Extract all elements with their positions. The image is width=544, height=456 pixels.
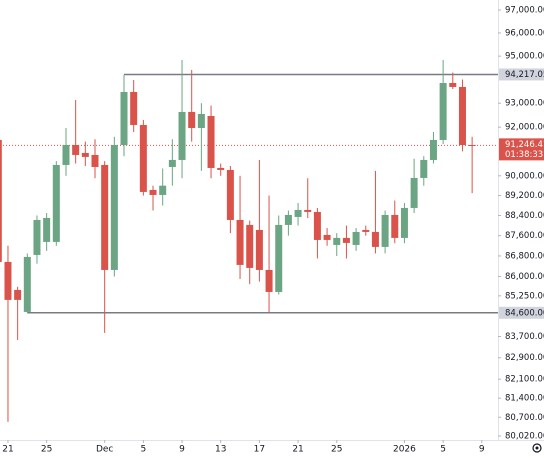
candle-body bbox=[178, 111, 186, 160]
y-tick-label: 81,400.00 bbox=[505, 394, 544, 404]
x-tick-label: 21 bbox=[2, 445, 13, 455]
candle-body bbox=[468, 144, 476, 146]
price-line-label: 84,600.00 bbox=[505, 308, 544, 318]
y-tick-label: 80,020.00 bbox=[505, 432, 544, 442]
settings-dot[interactable] bbox=[535, 446, 539, 450]
candle-body bbox=[246, 224, 254, 268]
candle-body bbox=[197, 113, 205, 128]
candle-body bbox=[420, 159, 428, 178]
y-tick-label: 85,250.00 bbox=[505, 291, 544, 301]
price-line-label: 94,217.05 bbox=[505, 70, 544, 80]
candle-body bbox=[101, 164, 109, 270]
candle-body bbox=[275, 224, 283, 292]
candle-body bbox=[62, 144, 70, 165]
y-tick-label: 92,000.00 bbox=[505, 123, 544, 133]
candle-body bbox=[410, 177, 418, 208]
last-price-label: 91,246.41 bbox=[505, 140, 544, 150]
y-tick-label: 89,200.00 bbox=[505, 191, 544, 201]
x-tick-label: 2026 bbox=[393, 445, 416, 455]
candle-body bbox=[352, 231, 360, 245]
candle-body bbox=[313, 211, 321, 240]
candle-body bbox=[333, 237, 341, 245]
y-tick-label: 80,700.00 bbox=[505, 413, 544, 423]
settings-ring[interactable] bbox=[532, 443, 542, 453]
x-tick-label: 17 bbox=[254, 445, 265, 455]
candle-body bbox=[371, 231, 379, 247]
candle-body bbox=[168, 159, 176, 167]
y-tick-label: 96,000.00 bbox=[505, 28, 544, 38]
x-tick-label: 9 bbox=[479, 445, 485, 455]
y-tick-label: 83,700.00 bbox=[505, 332, 544, 342]
candle-body bbox=[207, 115, 215, 168]
candle-body bbox=[159, 185, 167, 195]
price-line-label-bg bbox=[499, 306, 544, 319]
candle-body bbox=[304, 209, 312, 212]
y-tick-label: 88,400.00 bbox=[505, 211, 544, 221]
candle-body bbox=[130, 91, 138, 125]
y-tick-label: 90,000.00 bbox=[505, 171, 544, 181]
price-line-label-bg bbox=[499, 68, 544, 81]
candle-body bbox=[14, 289, 22, 300]
x-tick-label: 21 bbox=[292, 445, 303, 455]
candle-body bbox=[43, 217, 51, 242]
candle-body bbox=[400, 207, 408, 238]
y-tick-label: 97,000.00 bbox=[505, 6, 544, 16]
candle-body bbox=[449, 82, 457, 87]
candle-body bbox=[23, 256, 31, 312]
x-tick-label: 25 bbox=[41, 445, 52, 455]
candle-body bbox=[255, 229, 263, 270]
candle-body bbox=[265, 269, 273, 292]
candle-body bbox=[236, 219, 244, 265]
candle-body bbox=[391, 214, 399, 238]
candle-body bbox=[217, 167, 225, 170]
candle-body bbox=[120, 91, 128, 145]
y-tick-label: 95,000.00 bbox=[505, 52, 544, 62]
settings-icon[interactable] bbox=[532, 443, 542, 453]
x-tick-label: 9 bbox=[179, 445, 185, 455]
y-tick-label: 86,800.00 bbox=[505, 251, 544, 261]
x-tick-label: 25 bbox=[331, 445, 342, 455]
x-tick-label: 5 bbox=[440, 445, 446, 455]
x-tick-label: 13 bbox=[215, 445, 226, 455]
candle-body bbox=[0, 139, 2, 262]
candle-body bbox=[81, 152, 89, 157]
candle-body bbox=[226, 169, 234, 220]
y-tick-label: 93,000.00 bbox=[505, 99, 544, 109]
candle-body bbox=[439, 82, 447, 140]
candle-body bbox=[458, 86, 466, 145]
candle-body bbox=[429, 139, 437, 160]
y-tick-label: 86,000.00 bbox=[505, 272, 544, 282]
candle-body bbox=[91, 154, 99, 167]
candle-body bbox=[52, 164, 60, 242]
candle-body bbox=[110, 144, 118, 270]
candle-body bbox=[4, 261, 12, 300]
candle-body bbox=[139, 124, 147, 192]
candle-body bbox=[362, 229, 370, 232]
candle-body bbox=[72, 144, 80, 155]
candle-body bbox=[323, 234, 331, 240]
x-tick-label: 5 bbox=[140, 445, 146, 455]
last-price-label-bg bbox=[499, 138, 544, 161]
candle-body bbox=[188, 111, 196, 128]
candle-body bbox=[149, 189, 157, 195]
candle-body bbox=[284, 214, 292, 225]
y-tick-label: 82,900.00 bbox=[505, 353, 544, 363]
x-tick-label: Dec bbox=[96, 445, 113, 455]
candle-body bbox=[33, 219, 41, 255]
candle-body bbox=[294, 209, 302, 217]
countdown-label: 01:38:33 bbox=[505, 150, 543, 160]
y-tick-label: 82,100.00 bbox=[505, 375, 544, 385]
candle-body bbox=[381, 214, 389, 247]
candle-body bbox=[342, 237, 350, 243]
y-tick-label: 87,600.00 bbox=[505, 231, 544, 241]
